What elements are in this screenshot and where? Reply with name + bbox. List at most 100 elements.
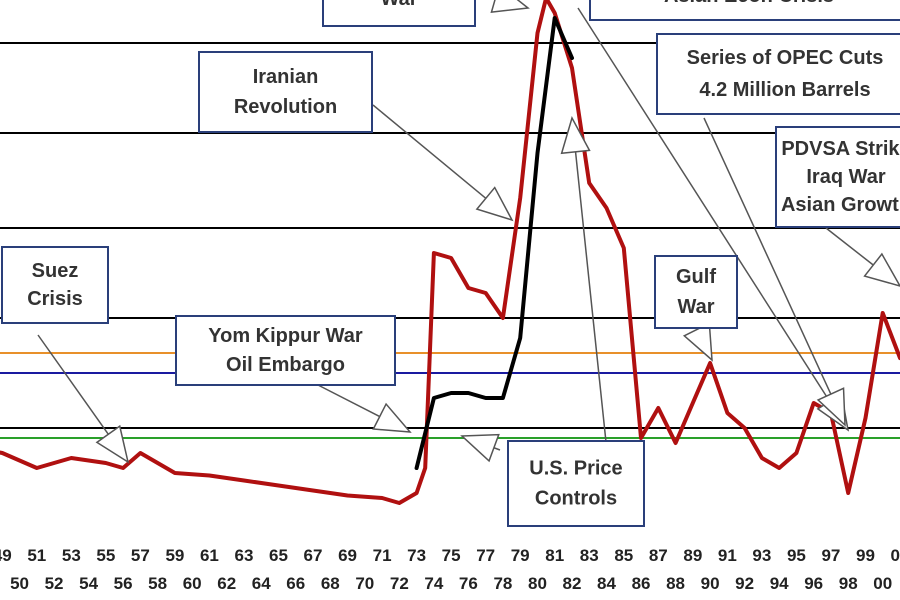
x-tick-upper-16: 81	[545, 546, 564, 565]
annotations: War Asian Econ Crisis Iranian Revolution Ser…	[1, 0, 900, 527]
annotation-box-5	[1, 246, 109, 324]
x-axis-ticks: 49 51 53 55 57 59 61 63 65 67 69 71 73 75 77 79 81 83 85 87…	[0, 546, 900, 593]
series-lines	[0, 0, 900, 505]
x-tick-lower-13: 74	[424, 574, 443, 593]
annotation-box-2	[198, 51, 373, 133]
x-tick-upper-25: 99	[856, 546, 875, 565]
annotation-arrows	[37, 0, 900, 464]
x-tick-upper-5: 59	[165, 546, 184, 565]
annotation-box-0	[322, 0, 476, 27]
x-tick-lower-11: 70	[355, 574, 374, 593]
x-tick-lower-12: 72	[390, 574, 409, 593]
x-tick-lower-15: 78	[493, 574, 512, 593]
x-tick-upper-3: 55	[96, 546, 115, 565]
annotation-text-3-0: Series of OPEC Cuts	[687, 47, 884, 69]
annotation-arrow-3	[703, 117, 846, 427]
annotation-box-6	[654, 255, 738, 329]
x-tick-lower-22: 92	[735, 574, 754, 593]
annotation-text-5-1: Crisis	[27, 288, 83, 310]
x-tick-upper-18: 85	[614, 546, 633, 565]
annotation-arrow-0	[490, 0, 530, 13]
x-tick-upper-13: 75	[442, 546, 461, 565]
x-tick-upper-6: 61	[200, 546, 219, 565]
annotation-box-4	[775, 126, 900, 228]
x-tick-upper-7: 63	[235, 546, 254, 565]
x-tick-upper-26: 01	[891, 546, 900, 565]
annotation-text-7-0: Yom Kippur War	[208, 325, 363, 347]
annotation-box-1	[589, 0, 900, 21]
annotation-box-8	[507, 440, 645, 527]
annotation-0: War	[322, 0, 476, 27]
annotation-arrow-9	[560, 116, 607, 443]
x-tick-upper-12: 73	[407, 546, 426, 565]
annotation-arrow-7	[317, 384, 412, 433]
reference-lines	[0, 42, 900, 439]
x-tick-lower-25: 98	[839, 574, 858, 593]
x-tick-lower-2: 52	[45, 574, 64, 593]
annotation-arrow-6	[682, 322, 713, 362]
x-tick-lower-18: 84	[597, 574, 616, 593]
annotation-1: Asian Econ Crisis	[589, 0, 900, 21]
annotation-text-8-0: U.S. Price	[529, 458, 622, 480]
annotation-arrow-2	[372, 104, 514, 222]
annotation-2: Iranian Revolution	[198, 51, 373, 133]
x-tick-lower-19: 86	[632, 574, 651, 593]
x-tick-lower-23: 94	[770, 574, 789, 593]
annotation-arrow-4	[825, 227, 900, 287]
x-tick-upper-19: 87	[649, 546, 668, 565]
x-tick-upper-14: 77	[476, 546, 495, 565]
annotation-text-2-0: Iranian	[253, 66, 319, 88]
x-tick-lower-26: 00	[873, 574, 892, 593]
annotation-3: Series of OPEC Cuts 4.2 Million Barrels	[656, 33, 900, 115]
x-tick-upper-20: 89	[683, 546, 702, 565]
annotation-text-6-1: War	[677, 296, 714, 318]
x-tick-lower-24: 96	[804, 574, 823, 593]
x-tick-upper-11: 71	[373, 546, 392, 565]
x-tick-upper-10: 69	[338, 546, 357, 565]
annotation-4: PDVSA Strike Iraq War Asian Growth	[775, 126, 900, 228]
x-tick-lower-14: 76	[459, 574, 478, 593]
annotation-8: U.S. Price Controls	[507, 440, 645, 527]
x-tick-lower-17: 82	[563, 574, 582, 593]
annotation-text-5-0: Suez	[32, 260, 79, 282]
annotation-text-2-1: Revolution	[234, 96, 337, 118]
x-tick-lower-5: 58	[148, 574, 167, 593]
x-tick-lower-3: 54	[79, 574, 98, 593]
x-tick-lower-21: 90	[701, 574, 720, 593]
annotation-text-7-1: Oil Embargo	[226, 354, 345, 376]
x-tick-lower-7: 62	[217, 574, 236, 593]
x-tick-upper-17: 83	[580, 546, 599, 565]
x-tick-upper-24: 97	[821, 546, 840, 565]
annotation-text-4-1: Iraq War	[806, 166, 885, 188]
x-tick-upper-15: 79	[511, 546, 530, 565]
annotation-arrow-8	[460, 433, 501, 463]
x-tick-lower-16: 80	[528, 574, 547, 593]
x-tick-upper-1: 51	[27, 546, 46, 565]
annotation-text-3-1: 4.2 Million Barrels	[699, 79, 870, 101]
x-tick-lower-8: 64	[252, 574, 271, 593]
x-tick-lower-4: 56	[114, 574, 133, 593]
annotation-text-8-1: Controls	[535, 488, 617, 510]
annotation-text-4-0: PDVSA Strike	[781, 138, 900, 160]
annotation-box-7	[175, 315, 396, 386]
annotation-text-0-0: War	[380, 0, 417, 10]
annotation-5: Suez Crisis	[1, 246, 109, 324]
x-tick-upper-23: 95	[787, 546, 806, 565]
x-tick-upper-21: 91	[718, 546, 737, 565]
x-tick-upper-2: 53	[62, 546, 81, 565]
annotation-7: Yom Kippur War Oil Embargo	[175, 315, 396, 386]
x-tick-lower-20: 88	[666, 574, 685, 593]
annotation-arrow-5	[37, 334, 130, 464]
x-tick-upper-8: 65	[269, 546, 288, 565]
annotation-text-6-0: Gulf	[676, 266, 716, 288]
x-tick-lower-1: 50	[10, 574, 29, 593]
x-tick-upper-22: 93	[752, 546, 771, 565]
series-line-1	[414, 16, 574, 470]
x-tick-upper-4: 57	[131, 546, 150, 565]
annotation-box-3	[656, 33, 900, 115]
annotation-text-1-0: Asian Econ Crisis	[664, 0, 834, 7]
x-tick-lower-9: 66	[286, 574, 305, 593]
series-line-0	[0, 0, 900, 505]
x-tick-lower-6: 60	[183, 574, 202, 593]
